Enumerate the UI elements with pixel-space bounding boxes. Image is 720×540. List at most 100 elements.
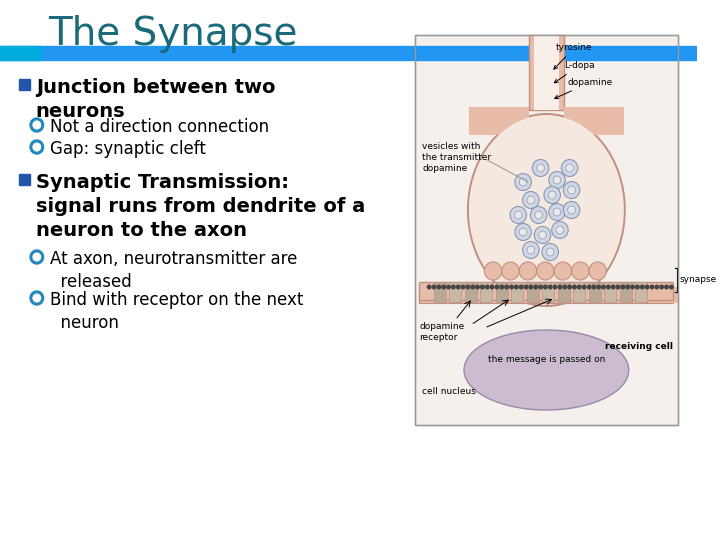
Circle shape xyxy=(485,262,502,280)
Circle shape xyxy=(552,221,568,239)
Circle shape xyxy=(502,262,519,280)
Circle shape xyxy=(30,250,44,264)
Circle shape xyxy=(563,181,580,199)
Circle shape xyxy=(544,186,560,204)
Circle shape xyxy=(481,285,484,289)
Circle shape xyxy=(30,118,44,132)
Text: At axon, neurotransmitter are
  released: At axon, neurotransmitter are released xyxy=(50,250,298,291)
Text: The Synapse: The Synapse xyxy=(48,15,298,53)
Circle shape xyxy=(495,285,499,289)
Circle shape xyxy=(665,285,668,289)
Circle shape xyxy=(546,248,554,256)
Bar xyxy=(434,282,446,302)
Bar xyxy=(19,174,30,185)
Bar xyxy=(605,282,616,302)
Circle shape xyxy=(592,285,595,289)
Bar xyxy=(564,107,624,135)
Circle shape xyxy=(641,285,644,289)
Bar xyxy=(542,282,554,302)
Circle shape xyxy=(626,285,629,289)
Text: Bind with receptor on the next
  neuron: Bind with receptor on the next neuron xyxy=(50,291,304,332)
Circle shape xyxy=(534,285,537,289)
Circle shape xyxy=(490,285,494,289)
Circle shape xyxy=(567,186,575,194)
Circle shape xyxy=(485,285,489,289)
Bar xyxy=(573,282,585,302)
Circle shape xyxy=(30,291,44,305)
Circle shape xyxy=(33,253,40,261)
Circle shape xyxy=(558,285,562,289)
Circle shape xyxy=(568,285,572,289)
Circle shape xyxy=(451,285,455,289)
Text: tyrosine: tyrosine xyxy=(554,43,593,69)
Text: vesicles with
the transmitter
dopamine: vesicles with the transmitter dopamine xyxy=(423,142,492,173)
Circle shape xyxy=(566,164,573,172)
Circle shape xyxy=(549,191,556,199)
Circle shape xyxy=(589,262,606,280)
Circle shape xyxy=(529,285,533,289)
Bar xyxy=(449,282,461,302)
Text: dopamine: dopamine xyxy=(554,78,613,99)
Circle shape xyxy=(447,285,450,289)
Text: Gap: synaptic cleft: Gap: synaptic cleft xyxy=(50,140,206,158)
Circle shape xyxy=(532,159,549,177)
Circle shape xyxy=(519,228,527,236)
Ellipse shape xyxy=(464,330,629,410)
Bar xyxy=(0,46,698,60)
Circle shape xyxy=(519,285,523,289)
Circle shape xyxy=(428,285,431,289)
Bar xyxy=(480,282,492,302)
Text: synapse: synapse xyxy=(679,275,716,285)
Circle shape xyxy=(660,285,663,289)
Circle shape xyxy=(524,285,528,289)
Circle shape xyxy=(631,285,634,289)
Circle shape xyxy=(536,262,554,280)
Circle shape xyxy=(572,262,589,280)
Text: dopamine
receptor: dopamine receptor xyxy=(420,322,464,342)
Text: L-dopa: L-dopa xyxy=(554,61,595,83)
Circle shape xyxy=(514,211,522,219)
Circle shape xyxy=(549,285,552,289)
Circle shape xyxy=(577,285,581,289)
Circle shape xyxy=(588,285,590,289)
Circle shape xyxy=(523,192,539,208)
Bar xyxy=(527,282,539,302)
Circle shape xyxy=(466,285,469,289)
Circle shape xyxy=(539,285,542,289)
Bar xyxy=(420,287,673,303)
Circle shape xyxy=(553,176,561,184)
Circle shape xyxy=(515,224,531,240)
Circle shape xyxy=(562,159,578,177)
Circle shape xyxy=(563,285,567,289)
Bar xyxy=(469,107,529,135)
Bar xyxy=(558,282,570,302)
Circle shape xyxy=(462,285,465,289)
Bar xyxy=(420,282,673,300)
Circle shape xyxy=(539,231,546,239)
Circle shape xyxy=(650,285,654,289)
Circle shape xyxy=(476,285,480,289)
Circle shape xyxy=(554,262,572,280)
Circle shape xyxy=(670,285,673,289)
Text: receiving cell: receiving cell xyxy=(606,342,673,351)
Circle shape xyxy=(519,178,527,186)
Ellipse shape xyxy=(467,113,626,307)
Bar xyxy=(589,282,600,302)
Bar xyxy=(511,282,523,302)
Circle shape xyxy=(33,121,40,129)
Circle shape xyxy=(531,206,546,224)
Circle shape xyxy=(611,285,615,289)
Bar xyxy=(415,35,678,425)
Circle shape xyxy=(542,244,559,260)
Circle shape xyxy=(607,285,610,289)
Circle shape xyxy=(554,285,557,289)
Bar xyxy=(529,35,564,110)
Bar xyxy=(0,46,41,60)
Circle shape xyxy=(563,201,580,219)
Circle shape xyxy=(572,285,576,289)
Circle shape xyxy=(437,285,441,289)
Text: the message is passed on: the message is passed on xyxy=(487,355,605,364)
Circle shape xyxy=(510,285,513,289)
Circle shape xyxy=(519,262,536,280)
Circle shape xyxy=(527,196,535,204)
